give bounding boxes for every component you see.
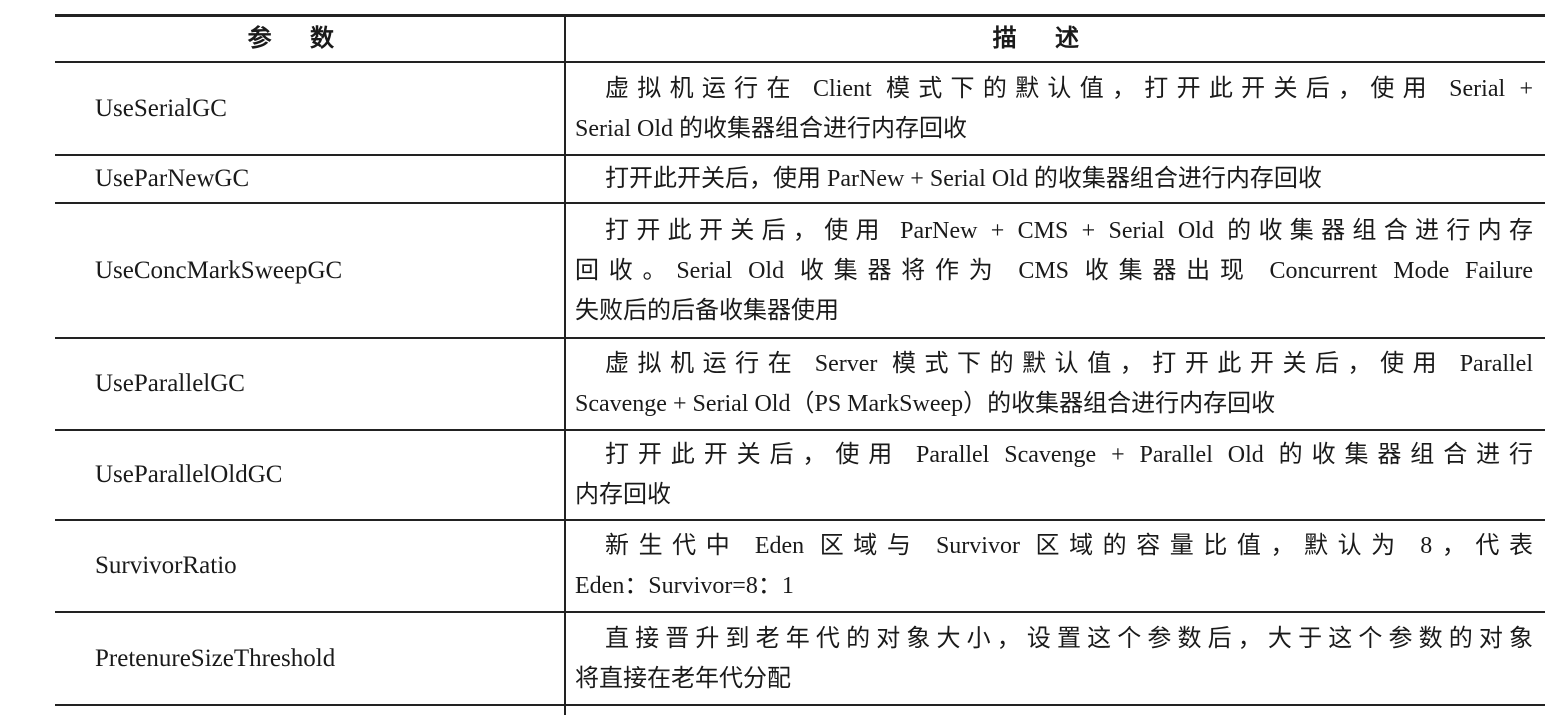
param-cell: SurvivorRatio [95,520,555,612]
param-cell: PretenureSizeThreshold [95,612,555,705]
param-name: UseParNewGC [95,165,250,192]
description-line: 打开此开关后，使用 ParNew + CMS + Serial Old 的收集器… [605,217,1533,244]
table-top-rule [55,14,1545,17]
param-name: PretenureSizeThreshold [95,644,336,672]
column-divider [564,15,566,715]
description-cell: 虚拟机运行在 Client 模式下的默认值，打开此开关后，使用 Serial +… [575,62,1533,155]
row-rule [55,611,1545,613]
description-line: 虚拟机运行在 Server 模式下的默认值，打开此开关后，使用 Parallel [605,351,1533,377]
header-param: 参数 [247,26,373,52]
description-line: 将直接在老年代分配 [575,665,791,692]
param-cell: UseParallelOldGC [95,430,555,520]
description-line: 失败后的后备收集器使用 [575,297,839,324]
header-rule [55,61,1545,63]
param-name: UseParallelOldGC [95,461,283,488]
param-name: SurvivorRatio [95,552,237,579]
description-cell: 打开此开关后，使用 ParNew + Serial Old 的收集器组合进行内存… [575,155,1533,203]
param-name: UseParallelGC [95,370,245,397]
param-name: UseConcMarkSweepGC [95,256,343,284]
param-cell: UseSerialGC [95,62,555,155]
row-rule [55,429,1545,431]
description-line: 打开此开关后，使用 Parallel Scavenge + Parallel O… [605,442,1533,468]
header-description: 描述 [992,26,1118,52]
description-line: Eden：Survivor=8：1 [575,573,794,599]
row-rule [55,519,1545,521]
description-cell: 新生代中 Eden 区域与 Survivor 区域的容量比值，默认为 8，代表 E… [575,520,1533,612]
row-rule [55,154,1545,156]
param-cell: UseParallelGC [95,338,555,430]
description-line: 回收。Serial Old 收集器将作为 CMS 收集器出现 Concurren… [575,257,1533,284]
param-cell: UseParNewGC [95,155,555,203]
description-line: Serial Old 的收集器组合进行内存回收 [575,115,967,142]
row-rule [55,337,1545,339]
description-cell: 打开此开关后，使用 Parallel Scavenge + Parallel O… [575,430,1533,520]
description-cell: 虚拟机运行在 Server 模式下的默认值，打开此开关后，使用 Parallel… [575,338,1533,430]
description-line: 内存回收 [575,482,671,508]
row-rule [55,704,1545,706]
param-name: UseSerialGC [95,94,227,122]
description-cell: 直接晋升到老年代的对象大小，设置这个参数后，大于这个参数的对象将直接在老年代分配 [575,612,1533,705]
description-cell: 打开此开关后，使用 ParNew + CMS + Serial Old 的收集器… [575,203,1533,338]
row-rule [55,202,1545,204]
param-cell: UseConcMarkSweepGC [95,203,555,338]
description-line: 新生代中 Eden 区域与 Survivor 区域的容量比值，默认为 8，代表 [605,533,1533,559]
description-line: 虚拟机运行在 Client 模式下的默认值，打开此开关后，使用 Serial + [605,75,1533,102]
description-line: 直接晋升到老年代的对象大小，设置这个参数后，大于这个参数的对象 [605,625,1533,652]
description-line: Scavenge + Serial Old（PS MarkSweep）的收集器组… [575,391,1276,417]
description-line: 打开此开关后，使用 ParNew + Serial Old 的收集器组合进行内存… [605,166,1322,192]
